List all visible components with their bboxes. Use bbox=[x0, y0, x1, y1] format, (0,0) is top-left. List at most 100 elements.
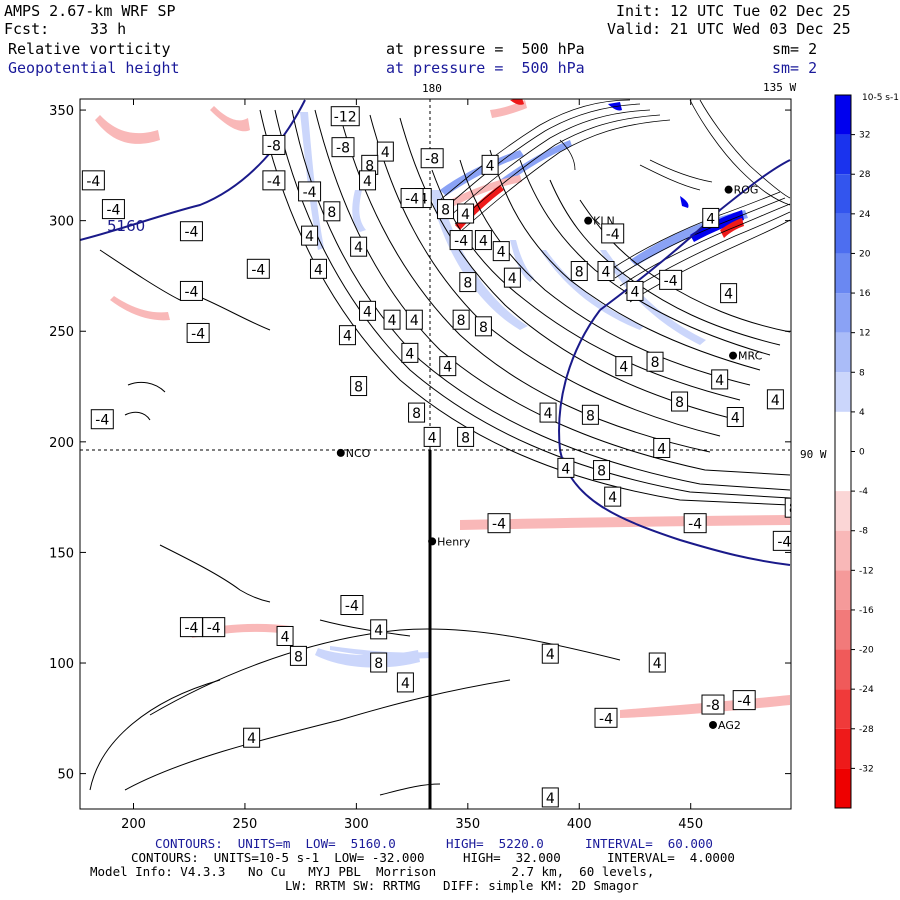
y-tick-label: 350 bbox=[49, 104, 74, 119]
contour-label-box bbox=[179, 617, 203, 638]
contour-label: 4 bbox=[619, 360, 628, 376]
contour-label-box bbox=[487, 513, 511, 534]
y-axis: 50 100 150 200 250 300 350 bbox=[49, 104, 791, 783]
colorbar-tick-label: 20 bbox=[859, 249, 871, 259]
y-tick-label: 200 bbox=[49, 436, 74, 451]
contour-label-box bbox=[701, 694, 725, 715]
contour-label-box bbox=[604, 486, 622, 507]
contour-label: 4 bbox=[561, 461, 570, 477]
contour-label-box bbox=[481, 154, 499, 175]
contour-label: -4 bbox=[267, 174, 281, 190]
contour-label: 8 bbox=[675, 395, 684, 411]
x-tick-label: 300 bbox=[344, 817, 369, 832]
colorbar-tick-label: 4 bbox=[859, 408, 865, 418]
contour-label: 4 bbox=[388, 313, 397, 329]
contour-label-box bbox=[626, 280, 644, 301]
contour-label: -4 bbox=[86, 174, 100, 190]
contour-label-box bbox=[659, 269, 683, 290]
contour-label: -4 bbox=[688, 517, 702, 533]
contour-label: -4 bbox=[207, 621, 221, 637]
contour-label-box bbox=[452, 309, 470, 330]
contour-label-box bbox=[457, 426, 475, 447]
contour-label-box bbox=[539, 402, 557, 423]
contour-label: -4 bbox=[95, 413, 109, 429]
contour-label-box bbox=[503, 267, 521, 288]
colorbar-swatch bbox=[835, 609, 851, 650]
contour-label-box bbox=[720, 283, 738, 304]
contour-label-box bbox=[653, 437, 671, 458]
contour-label-box bbox=[400, 188, 424, 209]
init-value: 12 UTC Tue 02 Dec 25 bbox=[670, 2, 851, 20]
station-label: NCO bbox=[346, 447, 371, 460]
footer-vort-high: HIGH= 32.000 bbox=[463, 850, 561, 865]
footer-model-info-2: LW: RRTM SW: RRTMG DIFF: simple KM: 2D S… bbox=[285, 878, 639, 893]
contour-label: 4 bbox=[546, 791, 555, 807]
contour-label: -4 bbox=[737, 694, 751, 710]
contour-label: 8 bbox=[586, 408, 595, 424]
contour-label-box bbox=[179, 280, 203, 301]
contour-label: 4 bbox=[281, 629, 290, 645]
footer-vort-contours: CONTOURS: UNITS=10-5 s-1 LOW= -32.000 bbox=[131, 850, 425, 865]
contour-label-box bbox=[246, 258, 270, 279]
contour-label-box bbox=[702, 207, 720, 228]
contour-label: 4 bbox=[461, 207, 470, 223]
colorbar-swatch bbox=[835, 332, 851, 373]
contour-label-box bbox=[615, 356, 633, 377]
contour-label: 4 bbox=[715, 373, 724, 389]
colorbar-tick-label: 12 bbox=[859, 329, 870, 339]
contour-label-box bbox=[12, 660, 28, 679]
contour-label: 8 bbox=[412, 406, 421, 422]
contour-label: -4 bbox=[191, 326, 205, 342]
contour-label-box bbox=[648, 652, 666, 673]
colorbar-swatch bbox=[835, 174, 851, 214]
contour-label: 8 bbox=[575, 265, 584, 281]
colorbar-swatch bbox=[835, 491, 851, 531]
colorbar-tick-label: -16 bbox=[859, 606, 874, 616]
contour-label-box bbox=[370, 652, 388, 673]
contour-label-box bbox=[423, 426, 441, 447]
station-marker bbox=[708, 720, 717, 729]
colorbar-swatch bbox=[835, 134, 851, 175]
contour-label: 4 bbox=[343, 329, 352, 345]
contour-label: -8 bbox=[336, 141, 350, 157]
contour-label: -4 bbox=[664, 273, 678, 289]
x-axis: 200 250 300 350 400 450 bbox=[121, 99, 703, 832]
contour-label: 4 bbox=[401, 676, 410, 692]
contour-label-box bbox=[340, 595, 364, 616]
contour-label-box bbox=[570, 261, 588, 282]
contour-label-box bbox=[350, 376, 368, 397]
contour-label: 4 bbox=[631, 284, 640, 300]
init-label: Init: bbox=[616, 2, 662, 20]
contour-label: 4 bbox=[602, 265, 611, 281]
contour-label-box bbox=[359, 300, 377, 321]
contour-label-box bbox=[459, 272, 477, 293]
y-tick-label: 100 bbox=[49, 657, 74, 672]
contour-label: 4 bbox=[706, 211, 715, 227]
contour-label-box bbox=[541, 787, 559, 808]
contour-label: 4 bbox=[374, 623, 383, 639]
contour-label: -4 bbox=[492, 517, 506, 533]
contour-label-box bbox=[474, 316, 492, 337]
contour-label-box bbox=[449, 230, 473, 251]
contour-label-box bbox=[350, 236, 368, 257]
contour-label: -8 bbox=[425, 152, 439, 168]
contour-label-box bbox=[330, 106, 360, 127]
colorbar-tick-label: 8 bbox=[859, 368, 865, 378]
contour-label: 4 bbox=[443, 360, 452, 376]
contour-label: -8 bbox=[267, 138, 281, 154]
contour-label-box bbox=[309, 258, 327, 279]
footer-model-info: Model Info: V4.3.3 No Cu MYJ PBL Morriso… bbox=[90, 864, 655, 879]
contour-label-box bbox=[593, 460, 611, 481]
x-tick-label: 250 bbox=[233, 817, 258, 832]
contour-label: 8 bbox=[463, 276, 472, 292]
contour-label: 8 bbox=[294, 649, 303, 665]
contour-label: -4 bbox=[345, 599, 359, 615]
contour-labels-layer: -12-8-84-884-4-444-4-4-4884-444-44-44-44… bbox=[12, 106, 791, 808]
contour-label-box bbox=[594, 707, 618, 728]
colorbar: 32 28 24 20 16 12 8 4 0 -4 -8 -12 -16 -20 -24 -28 -32 bbox=[834, 94, 874, 809]
height-contour-label: 5160 bbox=[107, 217, 145, 235]
smoothing-1: sm= 2 bbox=[772, 40, 818, 58]
contour-label-box bbox=[301, 225, 319, 246]
contour-label: -4 bbox=[251, 262, 265, 278]
